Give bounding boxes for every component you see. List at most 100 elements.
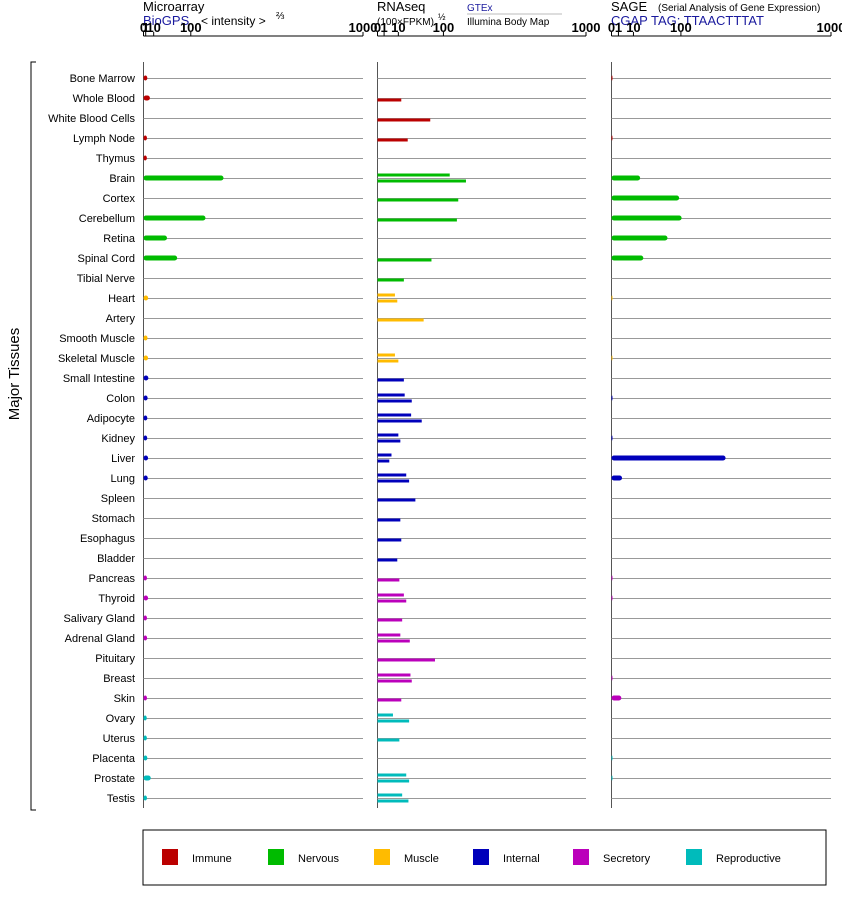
rnaseq-bar-adipocyte <box>377 413 412 417</box>
rnaseq-bar-tibial-nerve <box>377 278 404 282</box>
microarray-bar-bone-marrow <box>143 75 148 81</box>
sage-bar-thyroid <box>611 595 613 601</box>
rnaseq-bar-skeletal-muscle <box>377 359 399 363</box>
sage-bar-lymph-node <box>611 135 613 141</box>
legend-swatch <box>686 849 702 865</box>
legend-label: Immune <box>192 853 232 865</box>
tissue-label: Tibial Nerve <box>77 273 135 285</box>
rnaseq-bar-kidney <box>377 439 401 443</box>
rnaseq-panel: 0 1 10 100 1000 <box>374 20 600 808</box>
microarray-bar-spinal-cord <box>143 255 178 261</box>
sage-bar-spinal-cord <box>611 255 644 261</box>
legend-item-immune: Immune <box>162 849 232 865</box>
tissue-label: Retina <box>103 233 136 245</box>
rnaseq-subtitle: (100×FPKM) <box>377 17 434 28</box>
sage-bar-retina <box>611 235 668 241</box>
sage-bar-brain <box>611 175 641 181</box>
microarray-tick-label: 100 <box>180 20 202 35</box>
microarray-bar-heart <box>143 295 149 301</box>
rnaseq-bar-kidney <box>377 433 399 437</box>
tissue-label: Ovary <box>106 713 136 725</box>
rnaseq-bar-skin <box>377 698 402 702</box>
tissue-label: Esophagus <box>80 533 136 545</box>
legend-label: Secretory <box>603 853 651 865</box>
sage-bar-lung <box>611 475 623 481</box>
tissue-labels: Bone Marrow Whole Blood White Blood Cells L… <box>48 73 136 805</box>
sage-tag-link[interactable]: CGAP TAG: TTAACTTTAT <box>611 13 764 28</box>
rnaseq-bar-artery <box>377 318 424 322</box>
microarray-bar-lymph-node <box>143 135 147 141</box>
legend-swatch <box>374 849 390 865</box>
microarray-bar-uterus <box>143 735 147 741</box>
microarray-bar-whole-blood <box>143 95 150 101</box>
microarray-bar-thymus <box>143 155 147 161</box>
tissue-label: Skin <box>114 693 135 705</box>
rnaseq-bar-bladder <box>377 558 398 562</box>
rnaseq-bar-uterus <box>377 738 400 742</box>
legend-swatch <box>268 849 284 865</box>
rnaseq-bar-cortex <box>377 198 459 202</box>
rnaseq-bar-lung <box>377 473 407 477</box>
rnaseq-bar-pancreas <box>377 578 400 582</box>
tissue-label: Artery <box>106 313 136 325</box>
tissue-label: Lung <box>111 473 135 485</box>
microarray-bar-lung <box>143 475 148 481</box>
legend: Immune Nervous Muscle Internal Secretory Repr… <box>162 849 781 865</box>
biogps-link[interactable]: BioGPS <box>143 13 190 28</box>
microarray-bar-skin <box>143 695 147 701</box>
tissue-label: Pituitary <box>95 653 135 665</box>
rnaseq-title: RNAseq <box>377 0 425 14</box>
sage-tick-label: 10 <box>626 20 640 35</box>
sage-tick-label: 1 <box>615 20 622 35</box>
legend-label: Nervous <box>298 853 339 865</box>
microarray-bar-prostate <box>143 775 151 781</box>
rnaseq-bar-brain <box>377 179 466 183</box>
sage-bar-bone-marrow <box>611 75 613 81</box>
microarray-title: Microarray <box>143 0 205 14</box>
microarray-bar-adipocyte <box>143 415 148 421</box>
microarray-bar-testis <box>143 795 147 801</box>
microarray-bar-pancreas <box>143 575 147 581</box>
tissue-label: Uterus <box>103 733 136 745</box>
microarray-bar-kidney <box>143 435 148 441</box>
sage-tick-label: 1000 <box>817 20 842 35</box>
legend-label: Muscle <box>404 853 439 865</box>
rnaseq-bar-liver <box>377 453 392 457</box>
legend-item-nervous: Nervous <box>268 849 339 865</box>
rnaseq-tick-label: 1 <box>380 20 387 35</box>
tissue-label: Salivary Gland <box>63 613 135 625</box>
sage-bar-prostate <box>611 775 613 781</box>
rnaseq-bar-heart <box>377 299 398 303</box>
sage-bar-heart <box>611 295 613 301</box>
tissue-label: Pancreas <box>89 573 136 585</box>
microarray-tick-label: 10 <box>146 20 160 35</box>
gtex-link[interactable]: GTEx <box>467 3 493 14</box>
tissue-label: Skeletal Muscle <box>58 353 135 365</box>
tissue-label: Testis <box>107 793 136 805</box>
tissue-label: Stomach <box>92 513 135 525</box>
legend-item-internal: Internal <box>473 849 540 865</box>
rnaseq-bar-salivary-gland <box>377 618 403 622</box>
sage-bar-skin <box>611 695 622 701</box>
microarray-bar-brain <box>143 175 224 181</box>
sage-bar-cortex <box>611 195 680 201</box>
microarray-bar-skeletal-muscle <box>143 355 149 361</box>
tissue-label: Bone Marrow <box>70 73 135 85</box>
tissue-bracket <box>30 61 36 811</box>
rnaseq-bar-lymph-node <box>377 138 408 142</box>
rnaseq-bar-heart <box>377 293 395 297</box>
rnaseq-bar-thyroid <box>377 599 407 603</box>
sage-bar-liver <box>611 455 726 461</box>
microarray-subtitle: < intensity > <box>201 14 266 28</box>
sage-title-note: (Serial Analysis of Gene Expression) <box>658 3 820 14</box>
tissue-label: Brain <box>109 173 135 185</box>
tissue-label: Placenta <box>92 753 136 765</box>
rnaseq-exponent: ½ <box>438 12 446 22</box>
rnaseq-bar-testis <box>377 799 409 803</box>
tissue-label: Lymph Node <box>73 133 135 145</box>
tissue-label: Cortex <box>103 193 136 205</box>
legend-swatch <box>573 849 589 865</box>
tissue-label: Kidney <box>101 433 135 445</box>
microarray-bar-ovary <box>143 715 147 721</box>
rnaseq-tick-label: 0 <box>374 20 381 35</box>
